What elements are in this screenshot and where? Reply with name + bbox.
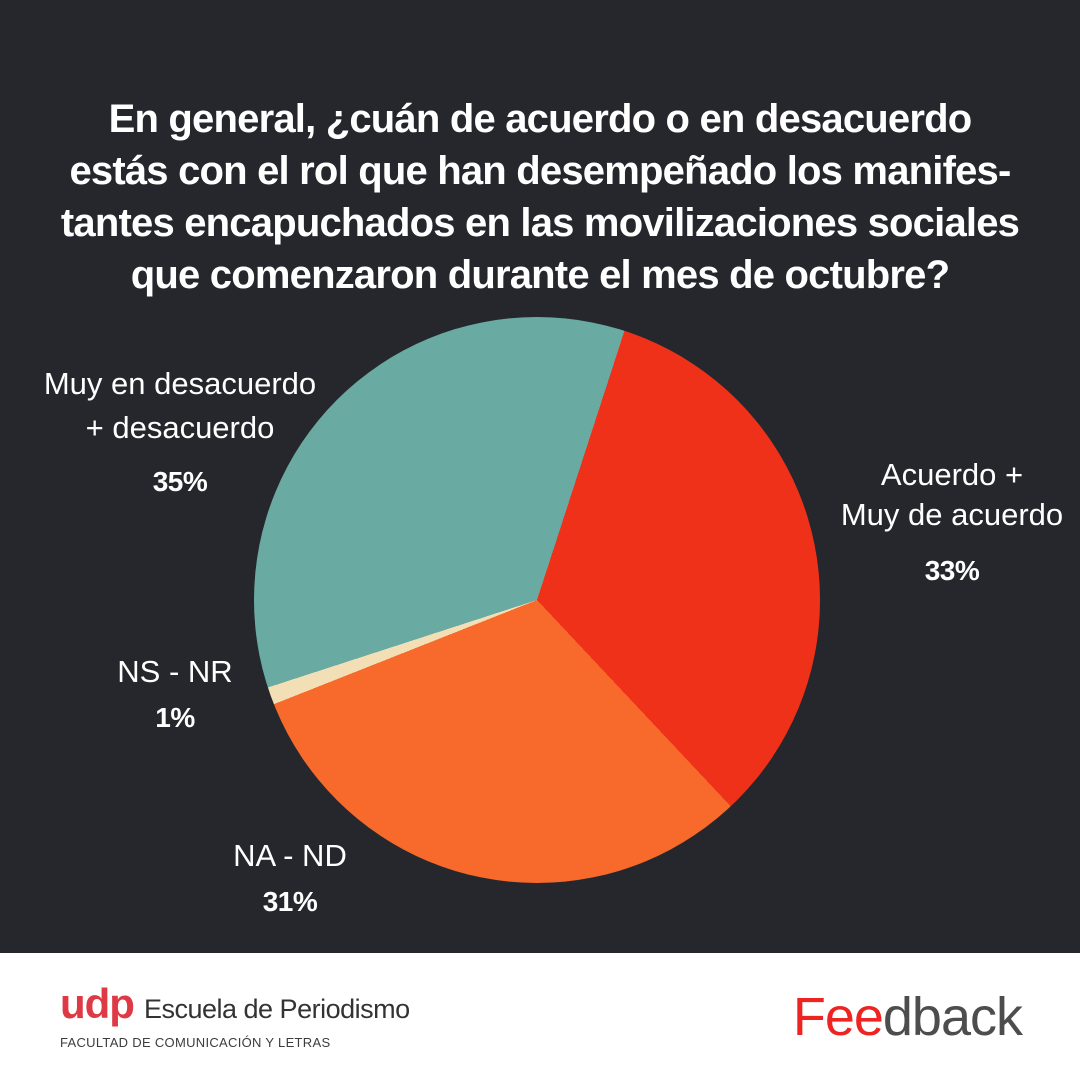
slice-label-text: Muy en desacuerdo [43, 366, 317, 401]
slice-label-na-nd: NA - ND 31% [195, 834, 385, 924]
chart-title-line: tantes encapuchados en las movilizacione… [60, 200, 1020, 245]
pie-chart [254, 317, 820, 883]
chart-title-line: que comenzaron durante el mes de octubre… [130, 252, 950, 297]
feedback-logo-prefix: Fee [792, 986, 884, 1047]
udp-logo: udp Escuela de Periodismo FACULTAD DE CO… [60, 980, 410, 1051]
feedback-logo-suffix: dback [882, 986, 1023, 1047]
slice-label-acuerdo: Acuerdo + Muy de acuerdo 33% [830, 455, 1074, 591]
footer-bar: udp Escuela de Periodismo FACULTAD DE CO… [0, 953, 1080, 1080]
slice-label-text: NA - ND [233, 838, 347, 873]
slice-value-badge: 31% [262, 886, 318, 917]
slice-label-muy-en-desacuerdo: Muy en desacuerdo + desacuerdo 35% [20, 362, 340, 504]
slice-label-text: Acuerdo + [880, 457, 1024, 492]
slice-label-text: + desacuerdo [85, 410, 275, 445]
slice-value-badge: 33% [924, 555, 980, 586]
udp-faculty-name: FACULTAD DE COMUNICACIÓN Y LETRAS [60, 1035, 331, 1050]
udp-school-name: Escuela de Periodismo [143, 994, 410, 1024]
chart-title-line: En general, ¿cuán de acuerdo o en desacu… [108, 96, 973, 141]
slice-label-ns-nr: NS - NR 1% [85, 650, 265, 740]
slice-value-badge: 1% [155, 702, 195, 733]
chart-title-line: estás con el rol que han desempeñado los… [69, 148, 1011, 193]
slice-label-text: NS - NR [117, 654, 233, 689]
slice-value-badge: 35% [152, 466, 208, 497]
feedback-logo: Feedback [792, 986, 1023, 1047]
chart-title: En general, ¿cuán de acuerdo o en desacu… [0, 93, 1080, 301]
udp-logo-acronym: udp [60, 980, 135, 1027]
slice-label-text: Muy de acuerdo [840, 497, 1064, 532]
